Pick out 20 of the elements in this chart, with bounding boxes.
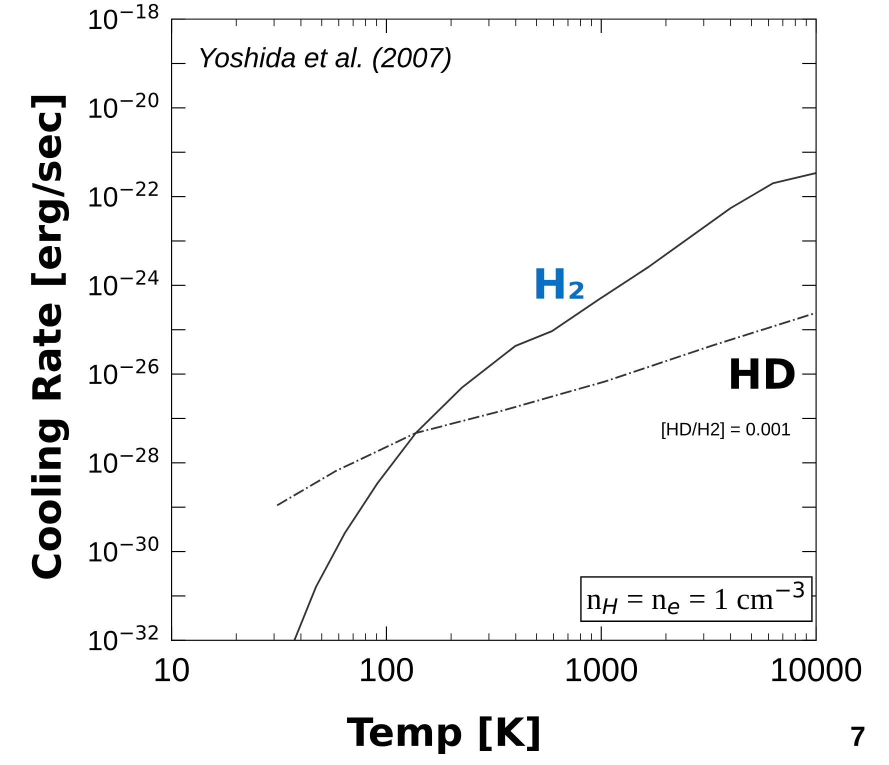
- y-tick-label: 10$^{−32}$: [90, 625, 158, 650]
- y-tick-label: 10$^{−24}$: [90, 270, 159, 296]
- annotation: Yoshida et al. (2007): [200, 47, 451, 73]
- annotation: [HD/H2] = 0.001: [662, 422, 790, 440]
- y-axis-title: Cooling Rate [erg/sec]: [31, 96, 70, 579]
- y-tick-label: 10$^{−28}$: [90, 448, 158, 473]
- series-label: H₂: [536, 268, 584, 299]
- x-tick-label: 1000: [566, 658, 638, 682]
- x-tick-label: 10000: [772, 658, 862, 682]
- y-tick-label: 10$^{−22}$: [90, 181, 158, 207]
- text: 7: [851, 726, 864, 746]
- y-tick-label: 10$^{−18}$: [90, 4, 158, 30]
- y-tick-label: 10$^{−26}$: [90, 358, 158, 384]
- x-tick-label: 100: [361, 658, 413, 682]
- annotation: n$_{H}$ = n$_{e}$ = 1 cm$^{−3}$: [587, 581, 804, 614]
- y-tick-label: 10$^{−30}$: [90, 536, 158, 562]
- y-tick-label: 10$^{−20}$: [90, 92, 158, 118]
- series-label: HD: [731, 358, 795, 389]
- x-axis-title: Temp [K]: [347, 716, 539, 754]
- x-tick-label: 10: [156, 658, 189, 682]
